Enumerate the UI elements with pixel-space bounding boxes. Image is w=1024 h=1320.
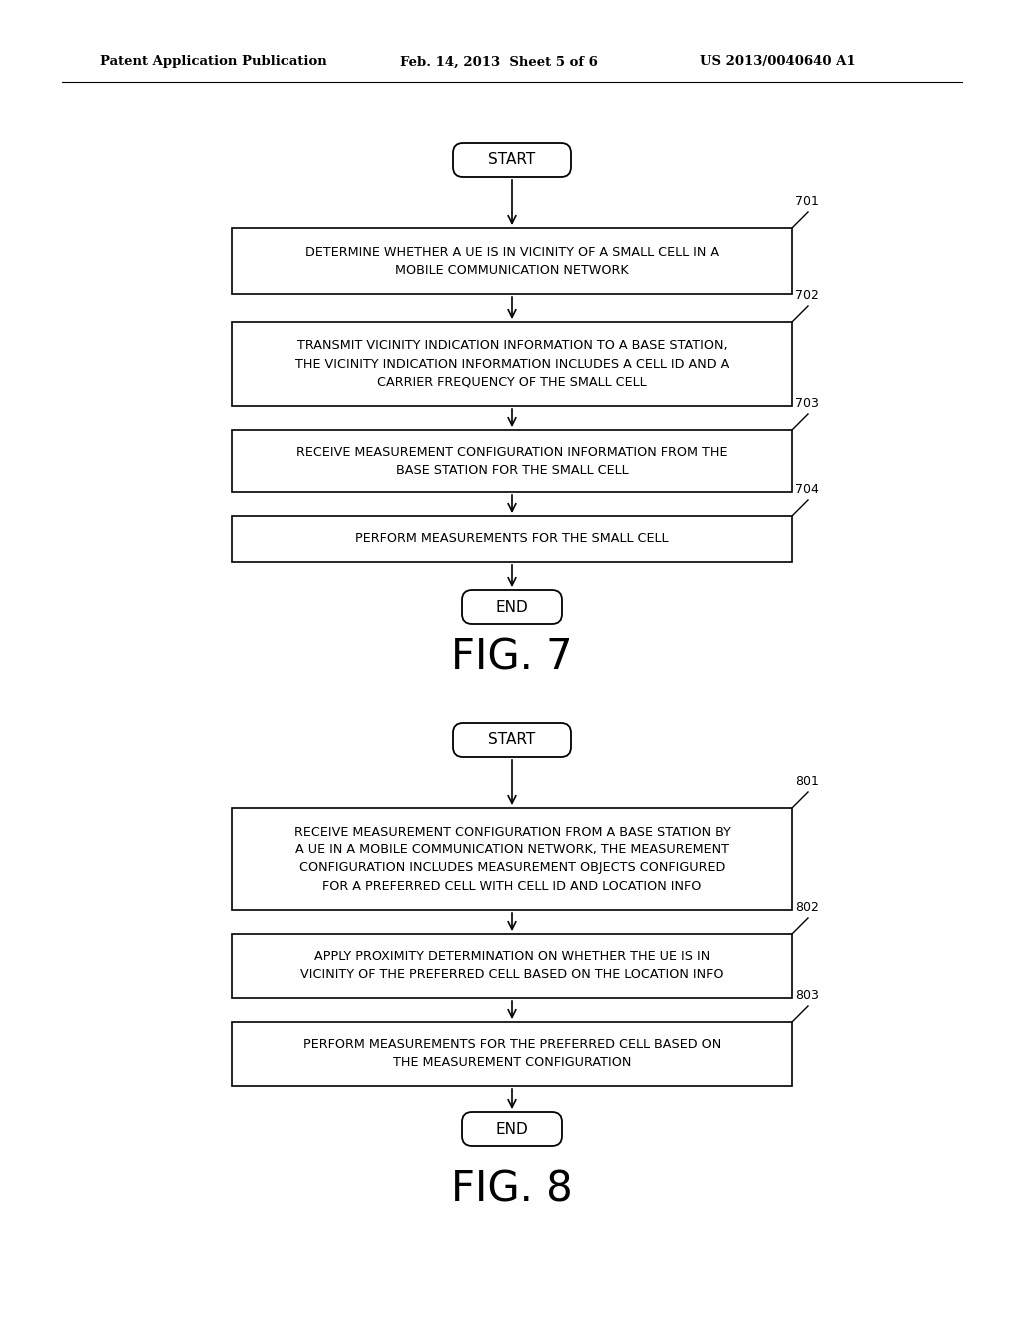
Text: DETERMINE WHETHER A UE IS IN VICINITY OF A SMALL CELL IN A
MOBILE COMMUNICATION : DETERMINE WHETHER A UE IS IN VICINITY OF…	[305, 246, 719, 276]
Text: START: START	[488, 153, 536, 168]
Text: RECEIVE MEASUREMENT CONFIGURATION INFORMATION FROM THE
BASE STATION FOR THE SMAL: RECEIVE MEASUREMENT CONFIGURATION INFORM…	[296, 446, 728, 477]
Text: END: END	[496, 599, 528, 615]
Text: TRANSMIT VICINITY INDICATION INFORMATION TO A BASE STATION,
THE VICINITY INDICAT: TRANSMIT VICINITY INDICATION INFORMATION…	[295, 339, 729, 388]
Text: 704: 704	[795, 483, 819, 496]
Text: PERFORM MEASUREMENTS FOR THE PREFERRED CELL BASED ON
THE MEASUREMENT CONFIGURATI: PERFORM MEASUREMENTS FOR THE PREFERRED C…	[303, 1039, 721, 1069]
FancyBboxPatch shape	[232, 516, 792, 562]
FancyBboxPatch shape	[232, 228, 792, 294]
FancyBboxPatch shape	[462, 1111, 562, 1146]
Text: FIG. 8: FIG. 8	[452, 1170, 572, 1210]
Text: START: START	[488, 733, 536, 747]
Text: END: END	[496, 1122, 528, 1137]
FancyBboxPatch shape	[462, 590, 562, 624]
Text: 802: 802	[795, 902, 819, 913]
Text: FIG. 7: FIG. 7	[452, 638, 572, 678]
FancyBboxPatch shape	[232, 1022, 792, 1086]
Text: 801: 801	[795, 775, 819, 788]
FancyBboxPatch shape	[453, 143, 571, 177]
Text: Feb. 14, 2013  Sheet 5 of 6: Feb. 14, 2013 Sheet 5 of 6	[400, 55, 598, 69]
Text: PERFORM MEASUREMENTS FOR THE SMALL CELL: PERFORM MEASUREMENTS FOR THE SMALL CELL	[355, 532, 669, 545]
FancyBboxPatch shape	[232, 430, 792, 492]
FancyBboxPatch shape	[232, 322, 792, 407]
Text: 803: 803	[795, 989, 819, 1002]
Text: Patent Application Publication: Patent Application Publication	[100, 55, 327, 69]
Text: 702: 702	[795, 289, 819, 302]
Text: APPLY PROXIMITY DETERMINATION ON WHETHER THE UE IS IN
VICINITY OF THE PREFERRED : APPLY PROXIMITY DETERMINATION ON WHETHER…	[300, 950, 724, 982]
Text: RECEIVE MEASUREMENT CONFIGURATION FROM A BASE STATION BY
A UE IN A MOBILE COMMUN: RECEIVE MEASUREMENT CONFIGURATION FROM A…	[294, 825, 730, 892]
Text: 703: 703	[795, 397, 819, 411]
Text: US 2013/0040640 A1: US 2013/0040640 A1	[700, 55, 856, 69]
Text: 701: 701	[795, 195, 819, 209]
FancyBboxPatch shape	[232, 935, 792, 998]
FancyBboxPatch shape	[453, 723, 571, 756]
FancyBboxPatch shape	[232, 808, 792, 909]
